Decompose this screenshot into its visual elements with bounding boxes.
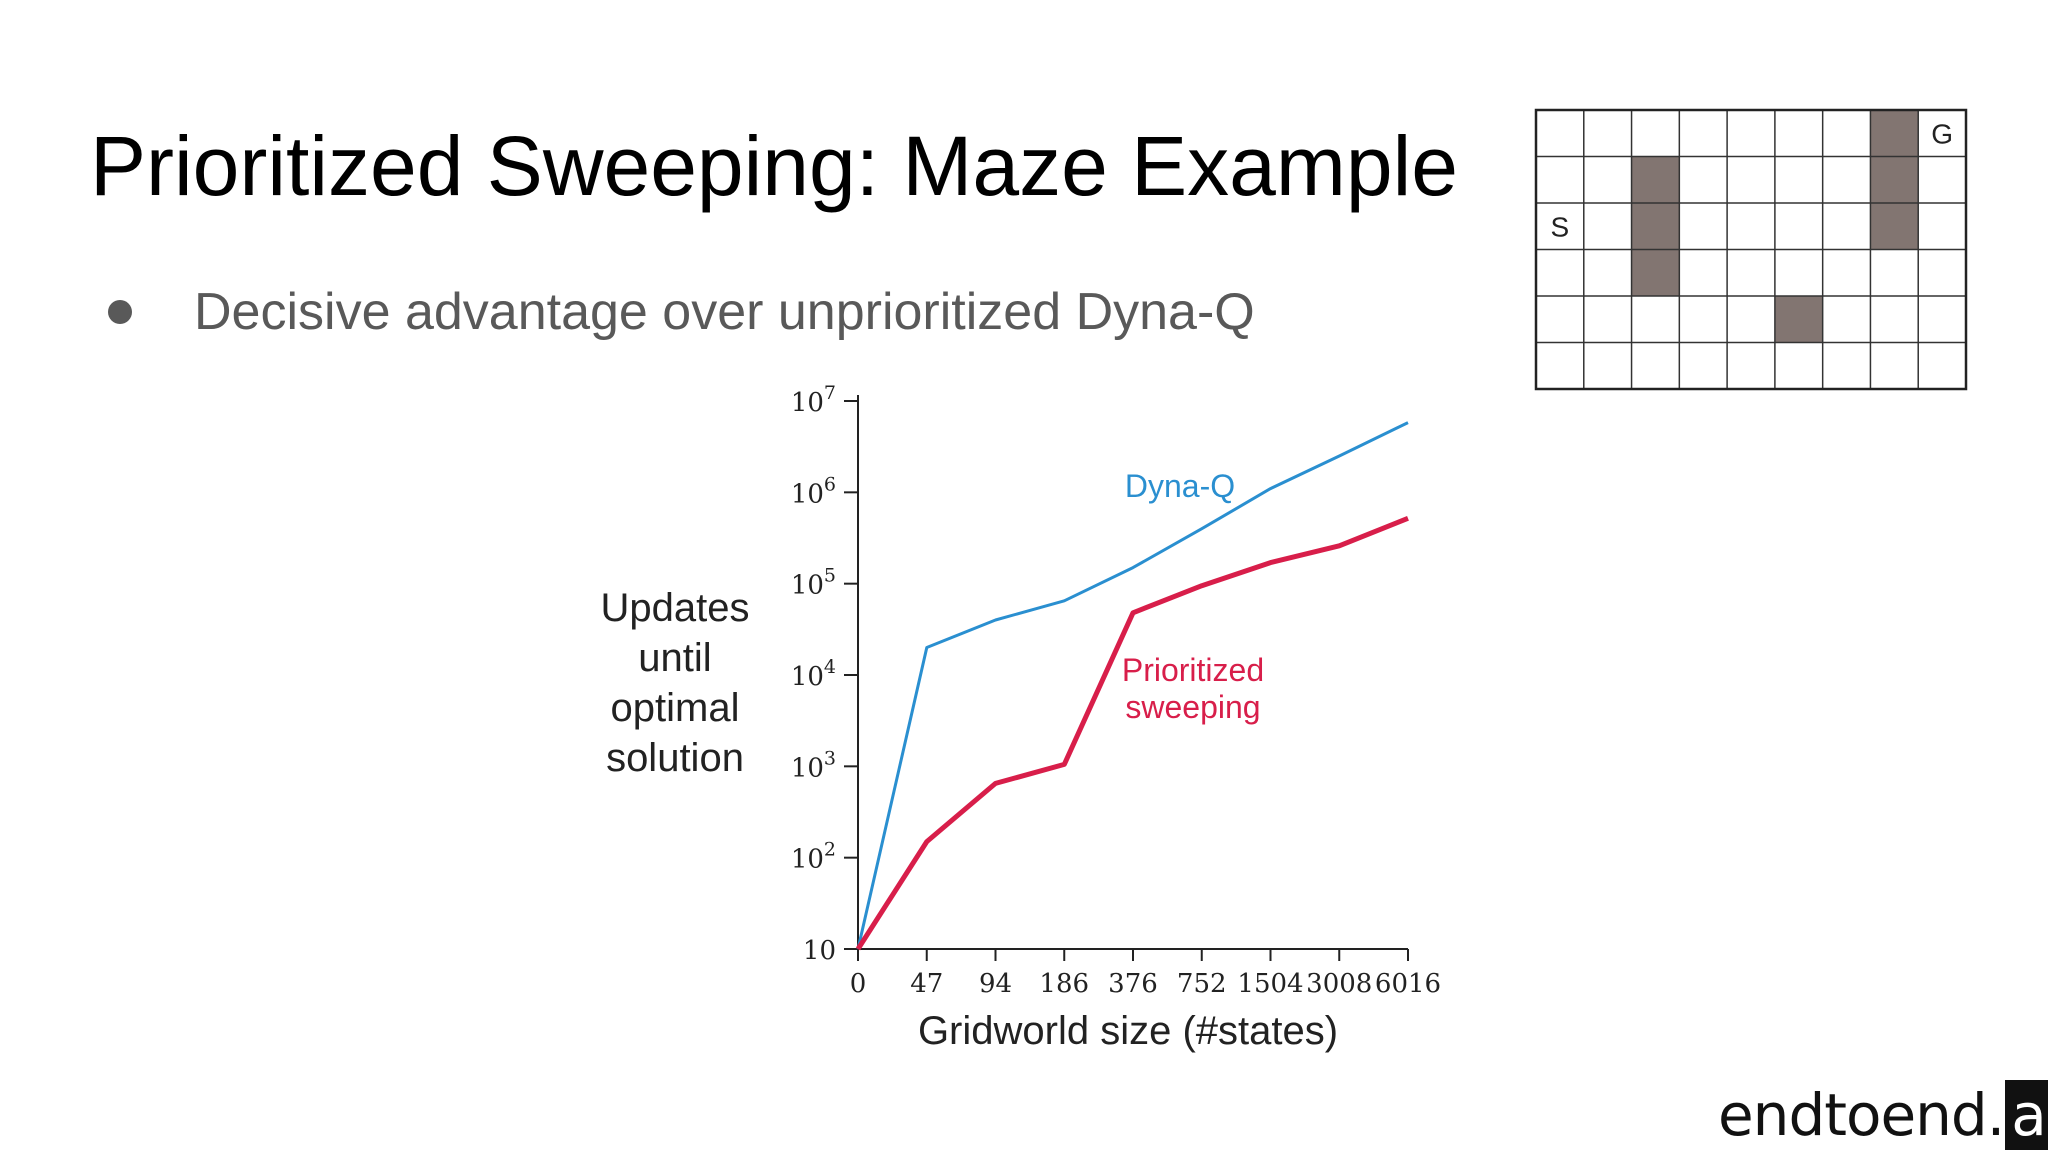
maze-wall-cell — [1774, 296, 1823, 343]
slide-title: Prioritized Sweeping: Maze Example — [90, 119, 1458, 213]
y-tick-label: 106 — [791, 473, 836, 509]
maze-wall-cell — [1631, 203, 1680, 250]
x-tick-label: 752 — [1177, 969, 1227, 999]
y-axis-title: solution — [606, 736, 744, 780]
prioritized-sweeping-line — [855, 515, 1409, 951]
y-axis-title: optimal — [611, 686, 740, 730]
maze-wall-cell — [1631, 249, 1680, 296]
maze-wall-cell — [1631, 156, 1680, 203]
x-tick-label: 0 — [850, 969, 867, 999]
y-axis-title: Updates — [601, 586, 750, 630]
maze-goal-label: G — [1931, 118, 1953, 149]
bullet-item: Decisive advantage over unprioritized Dy… — [108, 282, 1255, 342]
prioritized-sweeping-label: sweeping — [1125, 689, 1260, 725]
x-tick-label: 3008 — [1306, 969, 1372, 999]
x-axis-title: Gridworld size (#states) — [918, 1009, 1338, 1053]
x-tick-label: 1504 — [1237, 969, 1303, 999]
dyna-q-line — [856, 421, 1409, 950]
x-tick-label: 186 — [1039, 969, 1089, 999]
x-tick-label: 94 — [979, 969, 1012, 999]
x-tick-label: 47 — [910, 969, 943, 999]
maze-wall-cell — [1870, 110, 1919, 157]
x-tick-label: 6016 — [1375, 969, 1441, 999]
y-tick-label: 103 — [791, 747, 836, 783]
y-axis-title: until — [638, 636, 711, 680]
bullet-text: Decisive advantage over unprioritized Dy… — [194, 283, 1255, 341]
y-tick-label: 10 — [803, 936, 836, 966]
prioritized-sweeping-label: Prioritized — [1122, 652, 1264, 688]
maze-wall-cell — [1870, 156, 1919, 203]
bullet-dot-icon — [108, 300, 132, 324]
y-tick-label: 102 — [791, 839, 836, 875]
y-tick-label: 105 — [791, 565, 836, 601]
logo-dot: . — [1986, 1081, 2006, 1149]
maze-border — [1534, 108, 1968, 391]
y-tick-label: 104 — [791, 656, 836, 692]
y-tick-label: 107 — [791, 382, 836, 418]
maze-wall-cell — [1870, 203, 1919, 250]
logo-ai-badge: ai — [2005, 1080, 2048, 1150]
logo-text: endtoend — [1718, 1081, 1988, 1149]
endtoend-logo: endtoend.ai — [1718, 1080, 2048, 1150]
x-tick-label: 376 — [1108, 969, 1158, 999]
maze-start-label: S — [1551, 211, 1570, 242]
dyna-q-label: Dyna-Q — [1125, 468, 1235, 504]
